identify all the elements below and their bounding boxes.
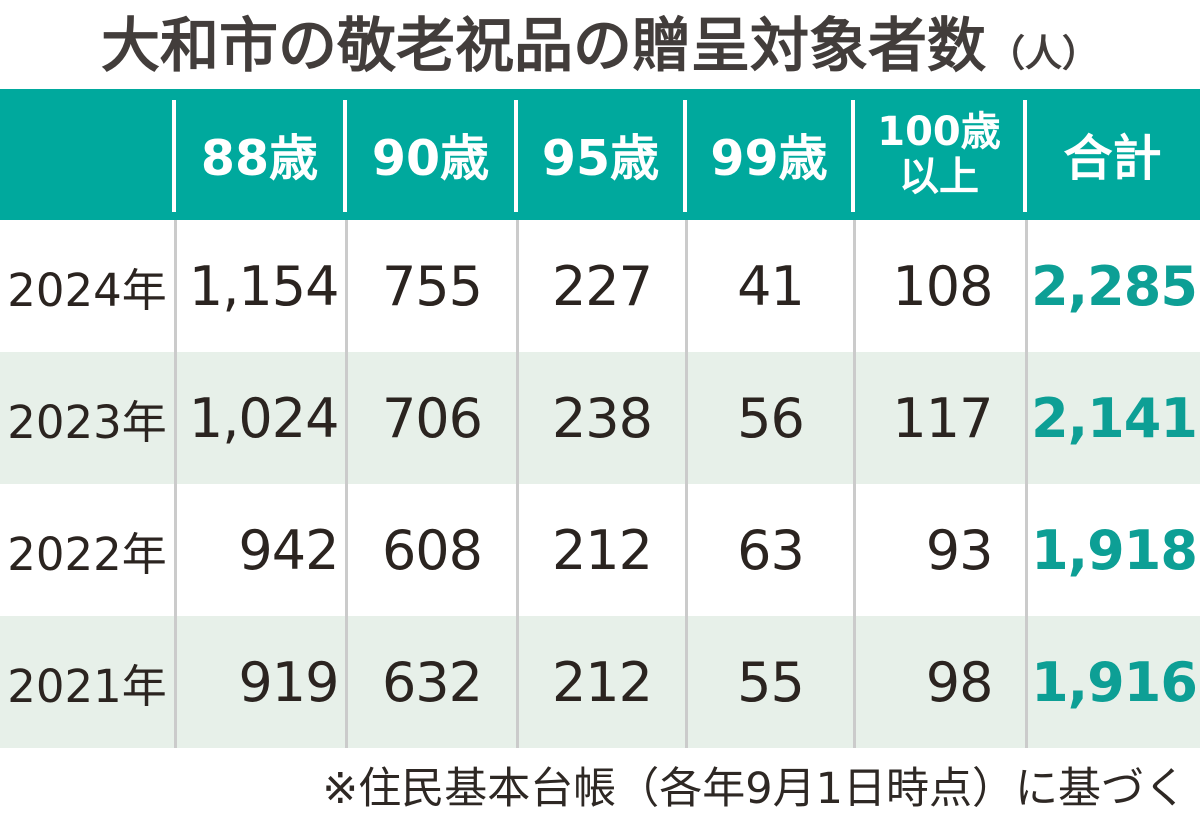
cell-2021-total: 1,916 [1025,616,1200,748]
value: 608 [381,518,483,582]
column-header-90: 90歳 [343,89,516,220]
column-header-year-blank [0,89,174,220]
row-year-label: 2021年 [7,659,167,713]
total-value: 2,285 [1031,254,1198,318]
cell-2023-90: 706 [345,352,516,484]
cell-2022-99: 63 [685,484,853,616]
row-year-label: 2023年 [7,395,167,449]
value: 706 [381,386,483,450]
value: 41 [737,254,805,318]
cell-2024-total: 2,285 [1025,220,1200,352]
table-header-row: 88歳 90歳 95歳 99歳 100歳 以上 合計 [0,89,1200,220]
cell-2022-100plus: 93 [853,484,1025,616]
column-header-88: 88歳 [172,89,345,220]
table-row-2023: 2023年 1,024 706 238 56 117 2,141 [0,352,1200,484]
total-value: 1,916 [1031,650,1198,714]
value: 117 [892,386,993,450]
value: 108 [892,254,993,318]
value: 1,154 [188,254,340,318]
cell-2022-95: 212 [516,484,685,616]
cell-2023-88: 1,024 [174,352,345,484]
value: 919 [238,650,339,714]
value: 632 [381,650,483,714]
cell-2021-100plus: 98 [853,616,1025,748]
value: 755 [381,254,483,318]
value: 93 [925,518,994,582]
table-row-2024: 2024年 1,154 755 227 41 108 2,285 [0,220,1200,352]
title-unit: （人） [988,32,1099,75]
cell-2024-88: 1,154 [174,220,345,352]
value: 63 [737,518,805,582]
value: 98 [925,650,994,714]
cell-2023-99: 56 [685,352,853,484]
value: 238 [551,386,653,450]
row-year-label: 2024年 [7,263,167,317]
value: 56 [737,386,805,450]
cell-2021-95: 212 [516,616,685,748]
cell-2024-95: 227 [516,220,685,352]
source-note: ※住民基本台帳（各年9月1日時点）に基づく [322,763,1187,814]
row-year-label: 2022年 [7,527,167,581]
cell-2023-total: 2,141 [1025,352,1200,484]
value: 212 [551,650,653,714]
cell-2023-95: 238 [516,352,685,484]
cell-2024-90: 755 [345,220,516,352]
cell-2024-99: 41 [685,220,853,352]
total-value: 1,918 [1031,518,1198,582]
value: 1,024 [188,386,340,450]
value: 942 [238,518,339,582]
value: 55 [737,650,805,714]
table-row-2021: 2021年 919 632 212 55 98 1,916 [0,616,1200,748]
title-band: 大和市の敬老祝品の贈呈対象者数（人） [0,0,1200,89]
value: 212 [551,518,653,582]
cell-2021-99: 55 [685,616,853,748]
total-value: 2,141 [1031,386,1198,450]
table-row-2022: 2022年 942 608 212 63 93 1,918 [0,484,1200,616]
page-title: 大和市の敬老祝品の贈呈対象者数 [100,11,986,80]
cell-2022-total: 1,918 [1025,484,1200,616]
cell-2023-100plus: 117 [853,352,1025,484]
cell-2024-100plus: 108 [853,220,1025,352]
value: 227 [551,254,653,318]
column-header-99: 99歳 [683,89,853,220]
cell-2022-88: 942 [174,484,345,616]
cell-2021-90: 632 [345,616,516,748]
cell-2021-88: 919 [174,616,345,748]
cell-2022-90: 608 [345,484,516,616]
column-header-total: 合計 [1023,89,1200,220]
column-header-95: 95歳 [514,89,685,220]
column-header-100plus: 100歳 以上 [851,89,1025,220]
